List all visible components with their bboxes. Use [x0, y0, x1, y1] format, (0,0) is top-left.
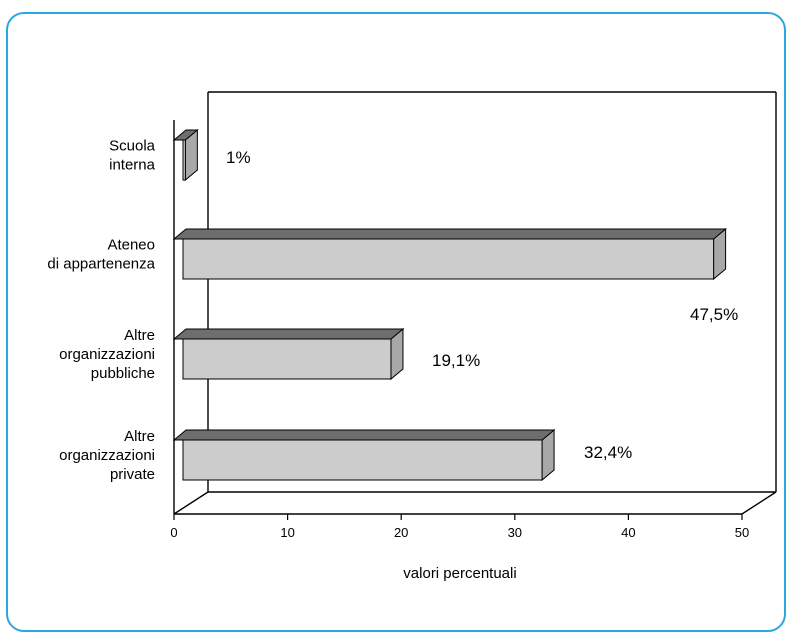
bar [172, 227, 727, 281]
category-label-line: private [110, 466, 155, 483]
bar-front [182, 338, 392, 380]
category-label: Ateneo di appartenenza [47, 237, 155, 273]
category-label-line: Altre [124, 428, 155, 445]
category-label-line: di appartenenza [47, 256, 155, 273]
bar-chart: 0 10 20 30 40 50 Scuola interna Ateneo di appart… [47, 91, 777, 582]
x-tick-label: 30 [508, 525, 522, 540]
floor-left-edge [173, 491, 209, 515]
category-label-line: interna [109, 157, 156, 174]
bar-top [172, 429, 556, 441]
category-label: Scuola interna [109, 138, 156, 174]
data-labels: 1% 47,5% 19,1% 32,4% [226, 148, 738, 462]
category-label: Altre organizzazioni private [59, 428, 155, 483]
category-labels: Scuola interna Ateneo di appartenenza Altre o… [47, 138, 155, 484]
category-label-line: pubbliche [91, 365, 155, 382]
bar [172, 128, 199, 182]
category-label-line: organizzazioni [59, 447, 155, 464]
floor-right-edge [741, 491, 777, 515]
category-label: Altre organizzazioni pubbliche [59, 327, 155, 382]
category-label-line: Altre [124, 327, 155, 344]
bar [172, 327, 405, 381]
category-label-line: organizzazioni [59, 346, 155, 363]
category-label-line: Scuola [109, 138, 156, 155]
data-label: 1% [226, 148, 251, 167]
data-label: 19,1% [432, 351, 480, 370]
bar-front [182, 238, 715, 280]
bar-top [172, 129, 199, 141]
bar-top [172, 328, 405, 340]
x-tick-label: 40 [621, 525, 635, 540]
x-tick-label: 20 [394, 525, 408, 540]
x-tick-label: 10 [280, 525, 294, 540]
data-label: 32,4% [584, 443, 632, 462]
bar [172, 428, 556, 482]
plot-box [173, 91, 777, 515]
x-axis-title: valori percentuali [403, 565, 516, 582]
bar-front [182, 139, 186, 181]
bars [172, 128, 727, 482]
category-label-line: Ateneo [107, 237, 155, 254]
x-tick-label: 0 [170, 525, 177, 540]
data-label: 47,5% [690, 305, 738, 324]
bar-front [182, 439, 543, 481]
x-axis-ticks: 0 10 20 30 40 50 [170, 514, 749, 540]
x-tick-label: 50 [735, 525, 749, 540]
bar-top [172, 228, 727, 240]
